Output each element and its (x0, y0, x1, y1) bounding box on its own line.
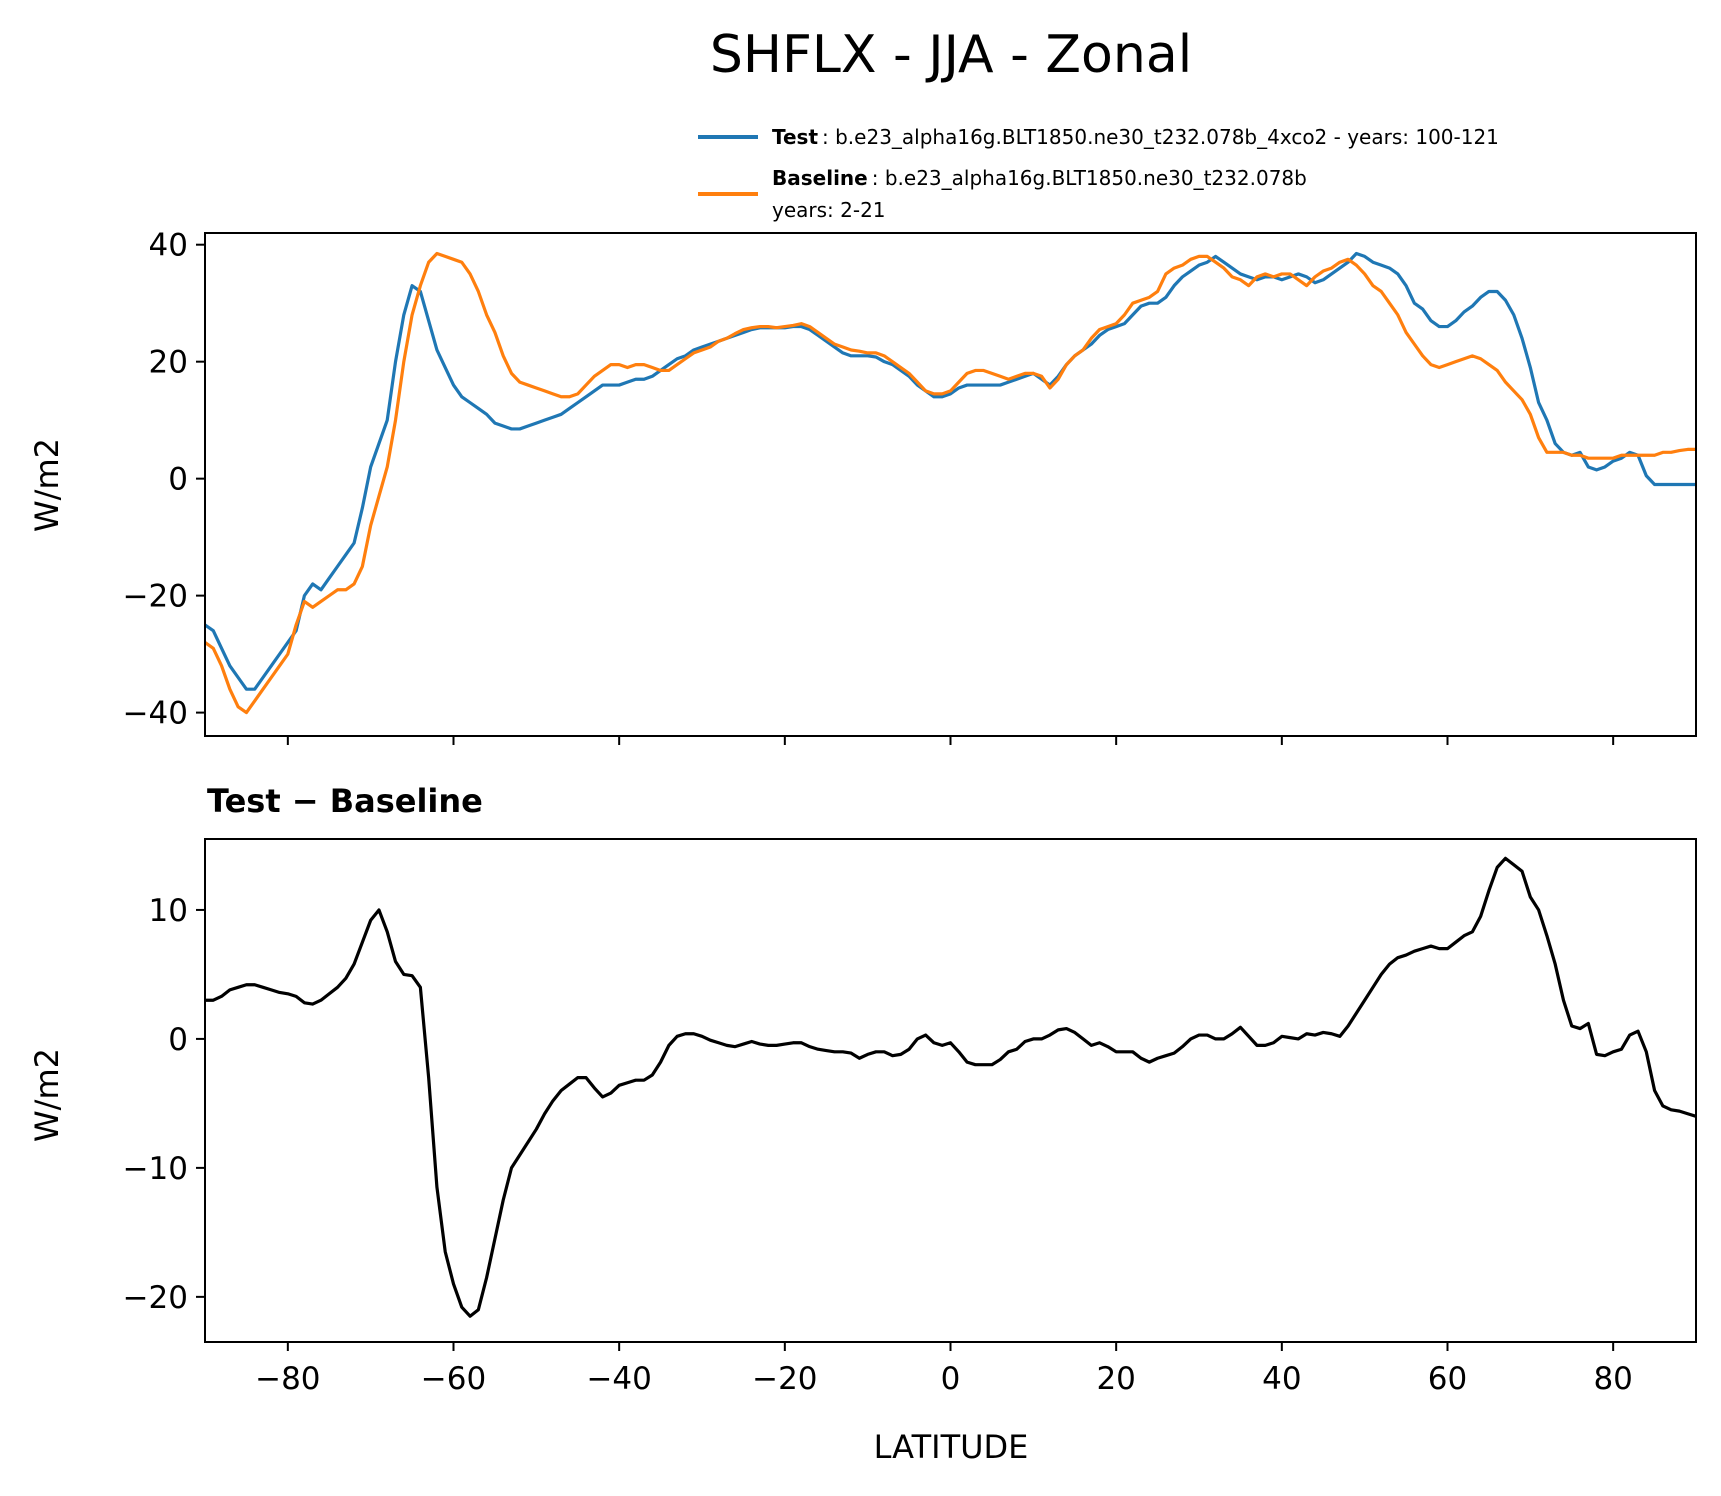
top-series-test-line (205, 251, 1696, 691)
figure-title: SHFLX - JJA - Zonal (710, 25, 1192, 85)
x-axis-label: LATITUDE (874, 1428, 1029, 1466)
top-y-tick-label: −40 (123, 696, 188, 732)
top-series-baseline-line (205, 251, 1696, 715)
legend-baseline-name: Baseline (772, 166, 868, 190)
bottom-x-tick-label: 0 (941, 1361, 961, 1397)
bottom-y-tick-label: 10 (149, 893, 188, 929)
bottom-x-tick-label: −40 (586, 1361, 651, 1397)
top-y-tick-label: −20 (123, 579, 188, 615)
legend-baseline-text: : b.e23_alpha16g.BLT1850.ne30_t232.078b (872, 166, 1307, 190)
bottom-x-tick-label: 80 (1593, 1361, 1632, 1397)
bottom-y-tick-label: 0 (168, 1022, 188, 1058)
legend-test-name: Test (772, 125, 818, 149)
bottom-x-ticks: −80 −60 −40 −20 0 20 40 60 80 (255, 1342, 1633, 1397)
bottom-x-tick-label: 40 (1262, 1361, 1301, 1397)
top-y-ticks: −40 −20 0 20 40 (123, 228, 205, 732)
top-x-ticks (286, 736, 1615, 745)
bottom-x-tick-label: −80 (255, 1361, 320, 1397)
bottom-y-axis-label: W/m2 (28, 1048, 66, 1142)
legend-baseline-years: years: 2-21 (772, 198, 886, 222)
legend: Test: b.e23_alpha16g.BLT1850.ne30_t232.0… (698, 125, 1499, 222)
bottom-y-tick-label: −20 (123, 1280, 188, 1316)
top-y-axis-label: W/m2 (28, 438, 66, 532)
bottom-y-tick-label: −10 (123, 1151, 188, 1187)
bottom-x-tick-label: 20 (1096, 1361, 1135, 1397)
bottom-y-ticks: −20 −10 0 10 (123, 893, 205, 1316)
bottom-panel-title: Test − Baseline (207, 782, 483, 820)
bottom-x-tick-label: −20 (752, 1361, 817, 1397)
bottom-series-group (205, 856, 1696, 1318)
legend-baseline-label: Baseline: b.e23_alpha16g.BLT1850.ne30_t2… (772, 166, 1307, 190)
bottom-panel: Test − Baseline −20 −10 0 10 −80 −60 −40 −20 0 2… (28, 782, 1697, 1466)
top-y-tick-label: 0 (168, 462, 188, 498)
top-panel: −40 −20 0 20 40 W/m2 (28, 228, 1697, 745)
bottom-x-tick-label: −60 (421, 1361, 486, 1397)
bottom-series-difference-line (205, 856, 1696, 1318)
top-y-tick-label: 40 (149, 228, 188, 264)
top-series-group (205, 251, 1696, 715)
top-y-tick-label: 20 (149, 345, 188, 381)
bottom-x-tick-label: 60 (1428, 1361, 1467, 1397)
legend-test-label: Test: b.e23_alpha16g.BLT1850.ne30_t232.0… (772, 125, 1499, 149)
legend-test-text: : b.e23_alpha16g.BLT1850.ne30_t232.078b_… (822, 125, 1499, 149)
top-axes-frame (204, 232, 1697, 737)
